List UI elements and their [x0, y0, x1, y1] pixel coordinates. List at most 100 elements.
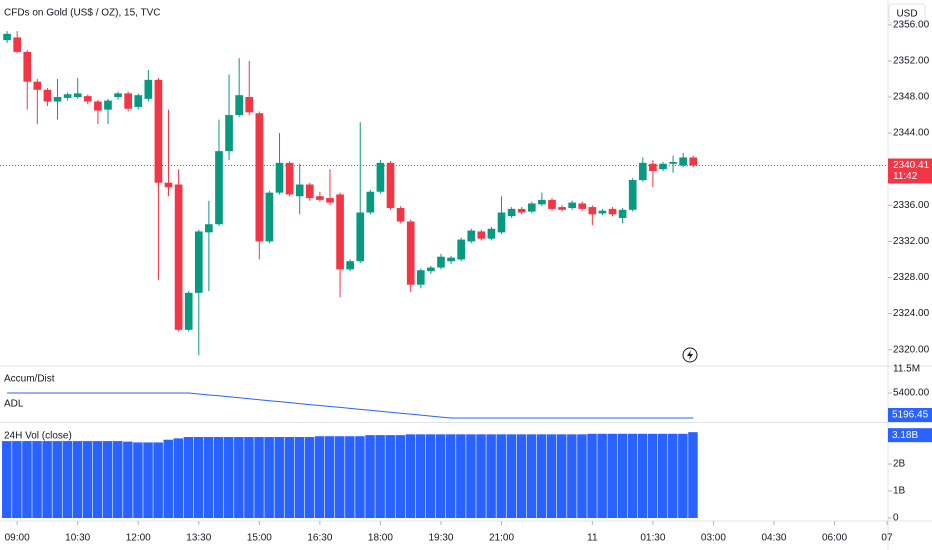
- currency-label[interactable]: USD: [896, 9, 917, 20]
- volume-bar: [314, 436, 325, 519]
- candle-body: [255, 113, 264, 242]
- volume-bar: [405, 434, 416, 519]
- x-tick-label: 12:00: [126, 533, 151, 544]
- y-tick-label: 2332.00: [893, 236, 930, 247]
- volume-value-box: [888, 428, 932, 443]
- volume-tick-label: 2B: [893, 459, 906, 470]
- adl-line: [7, 392, 694, 419]
- x-tick-label: 11: [587, 533, 598, 544]
- volume-bar: [2, 441, 12, 519]
- candle-body: [205, 224, 213, 233]
- candle-body: [346, 261, 354, 270]
- volume-bar: [546, 434, 557, 519]
- candle-body: [174, 184, 183, 330]
- candle-body: [356, 212, 365, 262]
- volume-bar: [466, 434, 476, 519]
- candle-body: [527, 203, 536, 212]
- candle-body: [104, 100, 112, 110]
- candle-body: [13, 37, 21, 52]
- volume-bar: [22, 441, 32, 519]
- indicator-axis-label: 11.5M: [893, 364, 920, 375]
- candle-body: [427, 267, 435, 272]
- candle-body: [487, 228, 496, 239]
- candle-body: [689, 157, 698, 166]
- candle-body: [83, 96, 92, 102]
- candle-body: [618, 209, 627, 218]
- volume-bar: [597, 433, 607, 519]
- candle-body: [659, 163, 667, 170]
- candle-body: [53, 97, 62, 102]
- candle-body: [396, 207, 405, 222]
- candle-body: [235, 95, 243, 116]
- candle-body: [63, 94, 72, 98]
- countdown-label: 11:42: [893, 171, 918, 182]
- candle-body: [164, 182, 173, 188]
- candle-body: [305, 184, 314, 199]
- indicator-legend: ADL: [4, 399, 24, 410]
- volume-bar: [102, 441, 113, 519]
- volume-bar: [113, 441, 123, 519]
- volume-bar: [577, 434, 587, 519]
- candle-body: [194, 231, 203, 293]
- candle-body: [114, 93, 122, 98]
- x-tick-label: 10:30: [65, 533, 90, 544]
- last-price-box: [888, 158, 932, 184]
- volume-bar: [213, 437, 224, 519]
- volume-bar: [617, 433, 628, 519]
- candle-body: [3, 33, 11, 41]
- chart-title: CFDs on Gold (US$ / OZ), 15, TVC: [4, 8, 161, 19]
- candle-body: [316, 196, 324, 200]
- x-tick-label: 03:00: [701, 533, 726, 544]
- volume-bar: [82, 441, 93, 519]
- candle-body: [497, 212, 506, 233]
- candle-body: [679, 157, 687, 166]
- candle-body: [73, 93, 82, 98]
- x-tick-label: 04:30: [761, 533, 786, 544]
- candle-body: [467, 230, 476, 242]
- volume-bar: [143, 442, 153, 519]
- volume-bar: [395, 435, 406, 519]
- y-tick-label: 2320.00: [893, 344, 930, 355]
- volume-bar: [496, 434, 506, 519]
- candle-body: [285, 162, 294, 195]
- last-price-label: 2340.41: [893, 160, 930, 171]
- x-tick-label: 06:00: [822, 533, 847, 544]
- candle-body: [517, 208, 526, 213]
- volume-bar: [526, 434, 537, 519]
- volume-bar: [375, 435, 385, 519]
- volume-bar: [254, 437, 264, 519]
- volume-bar: [72, 441, 83, 519]
- volume-bar: [274, 437, 284, 519]
- volume-bar: [536, 434, 547, 519]
- volume-bar: [133, 442, 143, 519]
- volume-bar: [203, 437, 214, 519]
- candle-body: [558, 207, 566, 210]
- currency-button[interactable]: [888, 3, 926, 24]
- candle-body: [669, 161, 677, 164]
- volume-bar: [224, 437, 234, 519]
- candle-body: [124, 93, 132, 109]
- candle-body: [295, 184, 304, 197]
- volume-bar: [32, 441, 42, 519]
- candle-body: [215, 151, 223, 225]
- volume-bar: [506, 434, 517, 519]
- replay-icon[interactable]: [682, 347, 698, 363]
- volume-bar: [42, 441, 52, 519]
- candle-body: [326, 198, 334, 203]
- candle-body: [245, 97, 254, 113]
- candle-body: [33, 81, 42, 90]
- volume-bar: [123, 441, 133, 519]
- candle-body: [94, 101, 102, 111]
- volume-bar: [12, 441, 22, 519]
- volume-bar: [163, 439, 173, 519]
- candle-body: [477, 231, 486, 239]
- candle-body: [154, 79, 163, 183]
- candle-body: [23, 51, 32, 82]
- candle-body: [447, 257, 455, 262]
- volume-bar: [304, 437, 315, 519]
- candle-body: [416, 270, 425, 285]
- volume-bar: [365, 435, 375, 519]
- volume-bar: [627, 433, 638, 519]
- indicator-title: 24H Vol (close): [4, 431, 72, 442]
